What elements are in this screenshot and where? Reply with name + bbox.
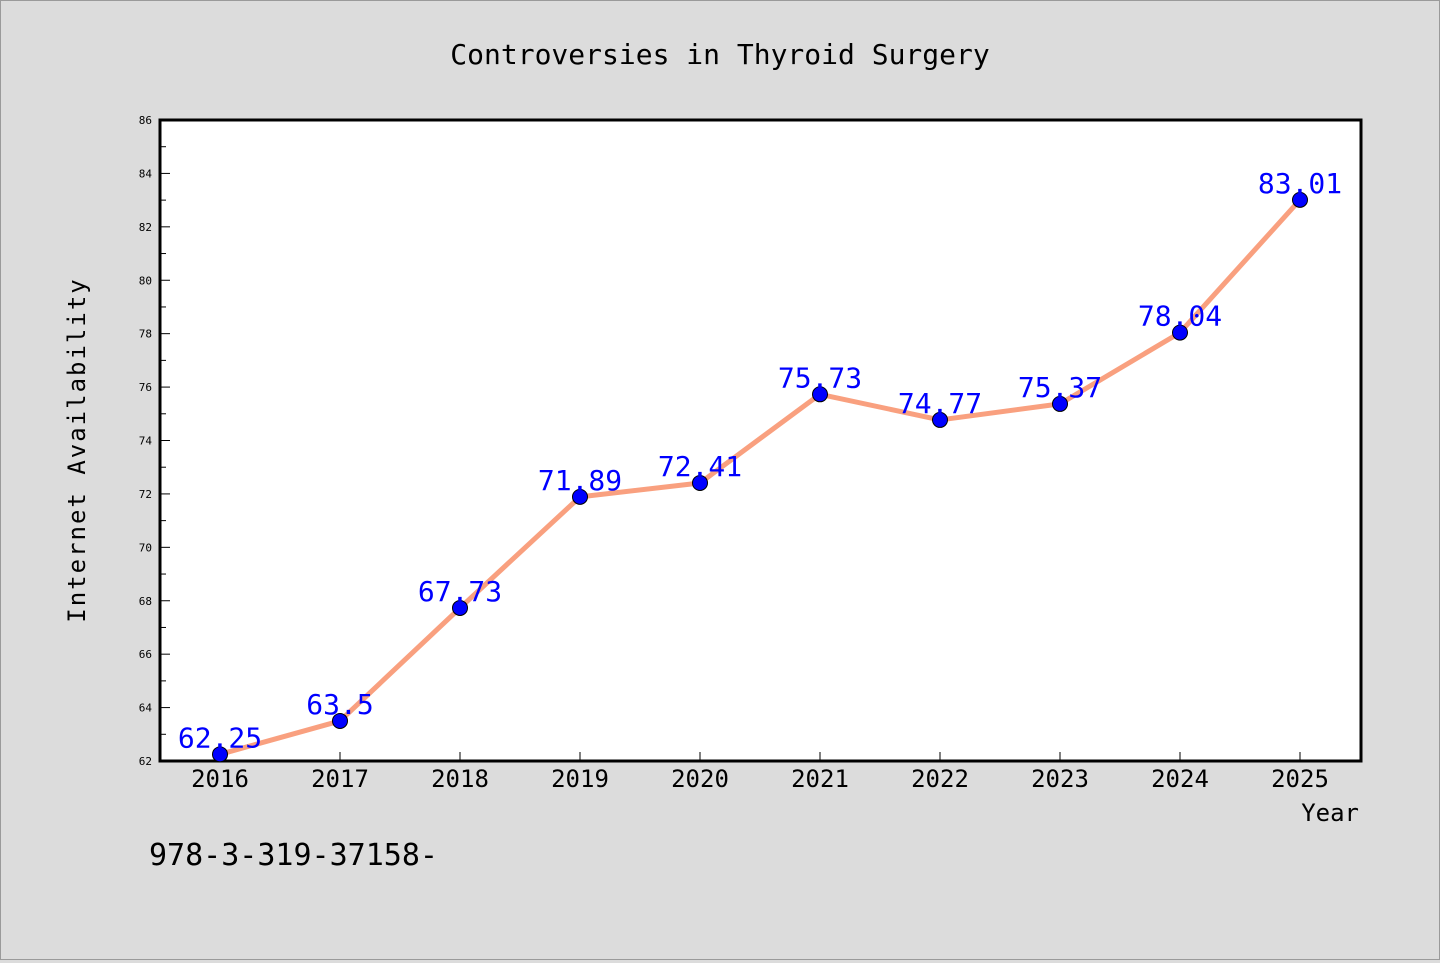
y-tick-label: 82 (139, 221, 152, 234)
y-tick-label: 68 (139, 595, 152, 608)
x-tick-label: 2017 (311, 765, 369, 793)
y-tick-label: 66 (139, 648, 152, 661)
x-tick-label: 2018 (431, 765, 489, 793)
x-tick-label: 2022 (911, 765, 969, 793)
data-label: 72.41 (658, 450, 742, 483)
data-point (1052, 395, 1068, 412)
data-label: 78.04 (1138, 300, 1222, 333)
data-point (572, 488, 588, 505)
data-label: 67.73 (418, 575, 502, 608)
x-tick-label: 2020 (671, 765, 729, 793)
data-markers (212, 191, 1308, 763)
data-labels: 62.25 63.5 67.73 71.89 72.41 75.73 74.77 75.37 7… (178, 167, 1342, 754)
data-point (1172, 324, 1188, 341)
data-point (332, 712, 348, 729)
data-label: 75.37 (1018, 371, 1102, 404)
data-point (932, 411, 948, 428)
y-tick-label: 62 (139, 755, 152, 768)
x-tick-label: 2023 (1031, 765, 1089, 793)
data-label: 74.77 (898, 387, 982, 420)
x-tick-label: 2024 (1151, 765, 1209, 793)
series-line (217, 197, 1303, 757)
data-point (1292, 191, 1308, 208)
series-line-group (217, 197, 1303, 757)
y-axis-label: Internet Availability (63, 277, 91, 622)
y-tick-label: 74 (139, 435, 153, 448)
x-tick-label: 2016 (191, 765, 249, 793)
data-label: 75.73 (778, 361, 862, 394)
y-tick-label: 86 (139, 114, 152, 127)
data-point (812, 386, 828, 403)
x-tick-label: 2025 (1271, 765, 1329, 793)
data-point (212, 746, 228, 763)
y-tick-label: 76 (139, 381, 152, 394)
data-point (452, 599, 468, 616)
x-tick-label: 2019 (551, 765, 609, 793)
data-label: 62.25 (178, 721, 262, 754)
data-label: 63.5 (306, 688, 373, 721)
chart-title: Controversies in Thyroid Surgery (450, 38, 989, 71)
data-label: 71.89 (538, 464, 622, 497)
y-tick-label: 78 (139, 328, 152, 341)
x-axis-label: Year (1301, 799, 1359, 827)
y-tick-label: 80 (139, 274, 152, 287)
y-tick-label: 84 (139, 167, 153, 180)
y-tick-label: 72 (139, 488, 152, 501)
data-point (692, 474, 708, 491)
y-tick-label: 64 (139, 702, 153, 715)
y-axis-ticks: 62 64 66 68 70 72 74 76 78 80 82 84 86 (139, 114, 170, 768)
data-label: 83.01 (1258, 167, 1342, 200)
x-tick-label: 2021 (791, 765, 849, 793)
x-axis-ticks: 2016 2017 2018 2019 2020 2021 2022 2023 2024 2025 (191, 752, 1329, 793)
y-tick-label: 70 (139, 541, 152, 554)
footnote-text: 978-3-319-37158- (149, 838, 438, 873)
